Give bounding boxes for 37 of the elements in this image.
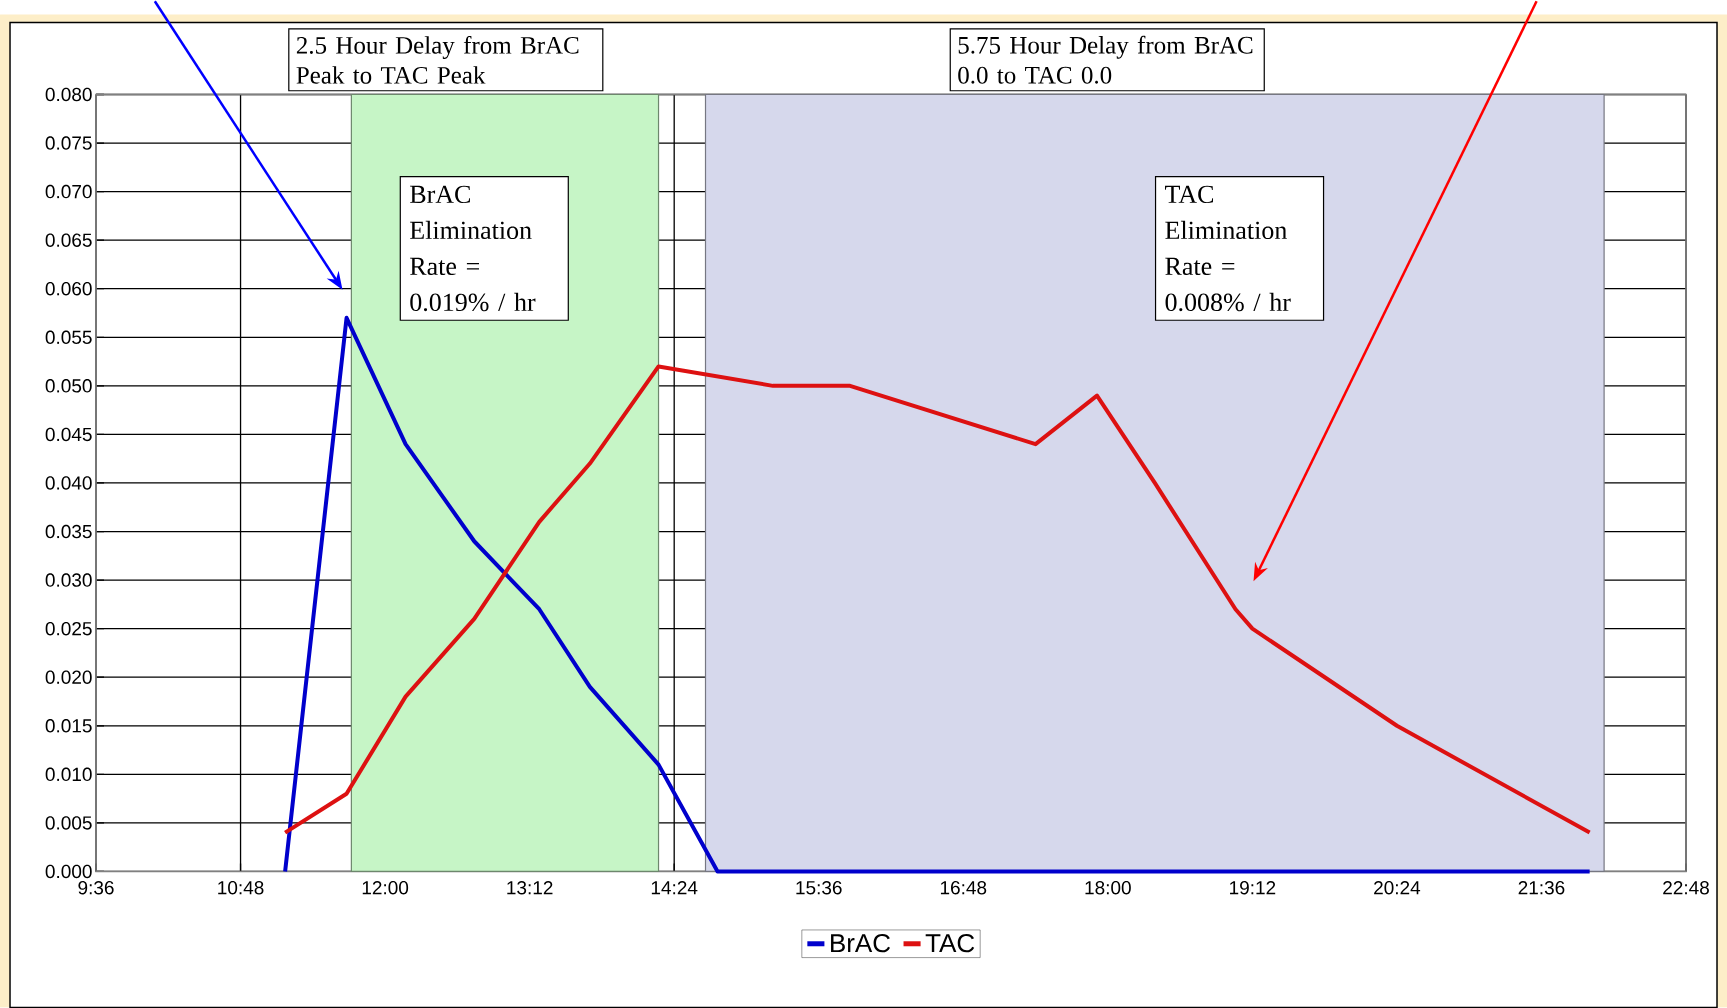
y-tick-label: 0.080	[45, 87, 92, 102]
y-tick-label: 0.010	[45, 767, 92, 781]
x-tick-label: 13:12	[507, 880, 553, 895]
x-tick-label: 10:48	[218, 880, 264, 895]
legend-label: TAC	[925, 933, 975, 953]
y-tick-label: 0.060	[45, 281, 92, 296]
x-tick-label: 12:00	[362, 880, 409, 895]
line-series	[283, 364, 1592, 835]
legend-label: BrAC	[831, 933, 891, 953]
line-series	[283, 315, 1592, 874]
y-tick-label: 0.020	[45, 670, 92, 684]
y-tick-label: 0.015	[45, 718, 92, 733]
x-tick-label: 16:48	[940, 880, 987, 895]
y-tick-label: 0.030	[45, 573, 92, 587]
y-tick-label: 0.070	[45, 184, 92, 199]
x-tick-label: 19:12	[1230, 880, 1276, 895]
x-tick-label: 9:36	[78, 880, 114, 895]
x-tick-label: 21:36	[1518, 880, 1565, 895]
y-tick-label: 0.025	[45, 621, 92, 636]
band-label: 2.5 Hour Delay from BrAC Peak to TAC Peak	[296, 35, 579, 84]
band-label: 5.75 Hour Delay from BrAC 0.0 to TAC 0.0	[958, 35, 1253, 84]
x-tick-label: 14:24	[651, 880, 698, 895]
annotation: TAC Elimination Rate = 0.008% / hr	[1165, 185, 1291, 312]
y-tick-label: 0.050	[45, 379, 92, 393]
y-tick-label: 0.065	[45, 233, 92, 247]
x-tick-label: 15:36	[796, 880, 842, 895]
y-tick-label: 0.055	[45, 330, 92, 344]
x-tick-label: 20:24	[1374, 880, 1421, 895]
y-tick-label: 0.035	[45, 524, 92, 539]
annotation: BrAC Elimination Rate = 0.019% / hr	[410, 185, 536, 312]
y-tick-label: 0.045	[45, 427, 92, 442]
y-tick-label: 0.040	[45, 476, 92, 490]
y-tick-label: 0.000	[45, 864, 92, 879]
y-tick-label: 0.005	[45, 816, 92, 830]
x-tick-label: 18:00	[1085, 880, 1131, 895]
y-tick-label: 0.075	[45, 136, 92, 150]
x-tick-label: 22:48	[1663, 880, 1709, 895]
